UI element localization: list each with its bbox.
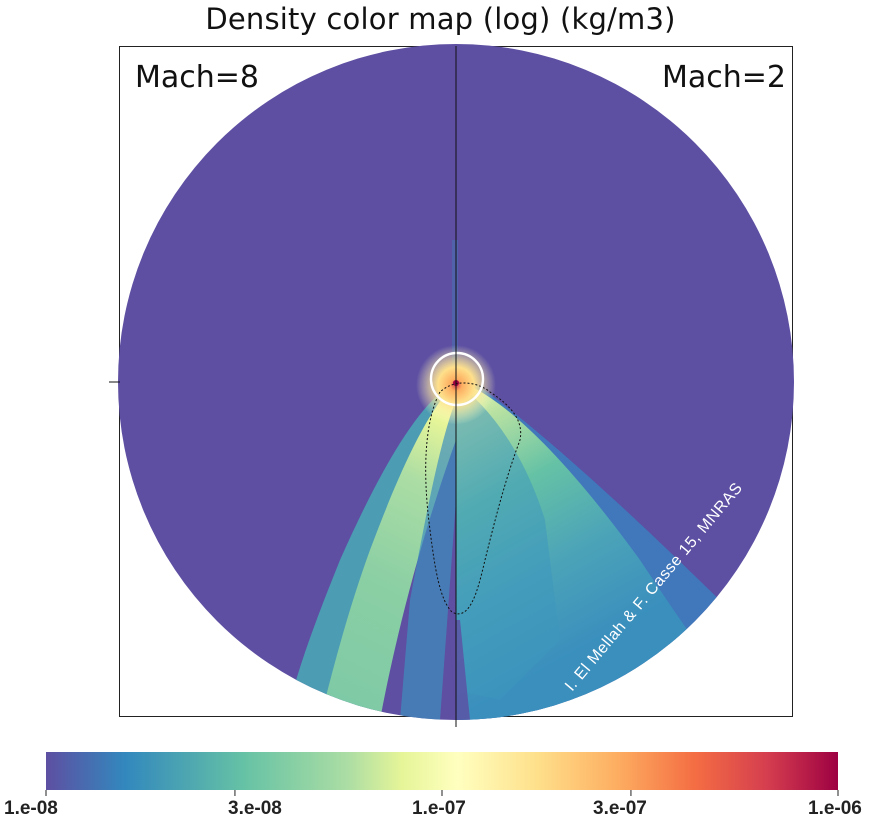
colorbar-tick-marks: [45, 790, 839, 796]
panel-label-mach8: Mach=8: [135, 60, 259, 95]
colorbar-tick-label: 1.e-06: [808, 798, 862, 819]
ambient-flow-left: [118, 44, 456, 720]
shock-contour: [425, 382, 522, 615]
wake-left: [320, 384, 456, 720]
upstream-column: [452, 240, 458, 380]
colorbar-tick-label: 1.e-08: [4, 798, 58, 819]
colorbar: [46, 752, 838, 790]
colorbar-tick-label: 1.e-07: [412, 798, 466, 819]
colorbar-tick-label: 3.e-08: [228, 798, 282, 819]
accretion-circle: [429, 351, 485, 407]
wake-right-core: [456, 382, 560, 700]
colorbar-tick-labels: 1.e-08 3.e-08 1.e-07 3.e-07 1.e-06: [0, 798, 881, 828]
page-title: Density color map (log) (kg/m3): [205, 2, 676, 36]
wake-axis: [448, 620, 470, 720]
colorbar-tick-label: 3.e-07: [593, 798, 647, 819]
wake-left-inner: [400, 400, 456, 720]
panel-label-mach2: Mach=2: [662, 60, 786, 95]
